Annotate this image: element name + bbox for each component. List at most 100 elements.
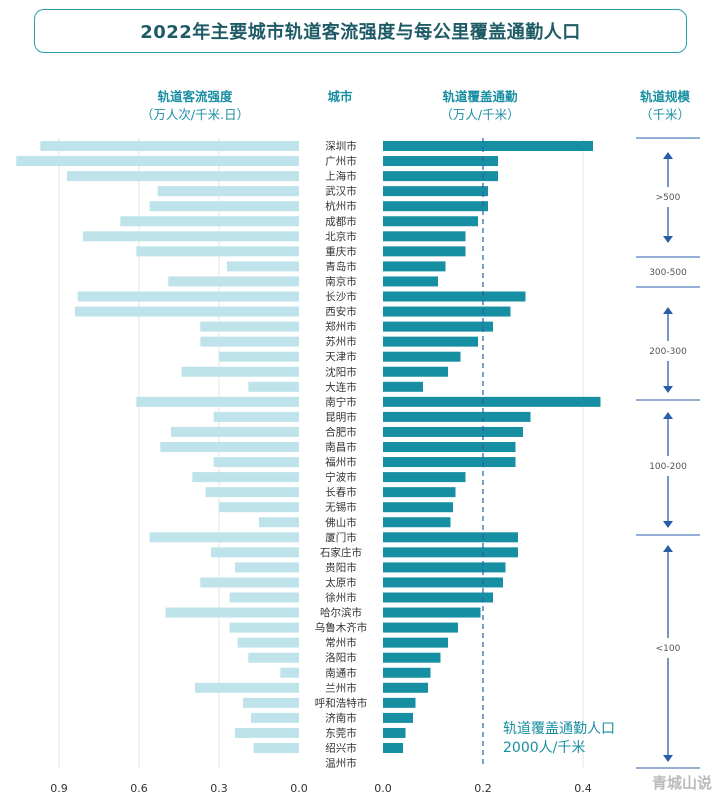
scale-header-title: 轨道规模 bbox=[639, 89, 690, 104]
chart-title: 2022年主要城市轨道客流强度与每公里覆盖通勤人口 bbox=[140, 22, 581, 43]
left-bar bbox=[192, 472, 299, 483]
left-tick-label: 0.0 bbox=[290, 782, 308, 795]
left-bar bbox=[205, 487, 299, 498]
left-axis-title: 轨道客流强度 bbox=[157, 89, 233, 104]
left-bar bbox=[149, 532, 299, 543]
right-tick-label: 0.2 bbox=[474, 782, 492, 795]
city-label: 上海市 bbox=[325, 170, 357, 183]
right-bar bbox=[383, 291, 526, 302]
left-bar bbox=[210, 547, 299, 558]
scale-group-label: 100-200 bbox=[649, 462, 687, 472]
right-bar bbox=[383, 727, 406, 738]
left-bar bbox=[170, 426, 299, 437]
left-bar bbox=[120, 216, 299, 227]
left-bar bbox=[160, 442, 299, 452]
right-bar bbox=[383, 562, 506, 573]
city-label: 呼和浩特市 bbox=[315, 696, 368, 709]
scale-arrow-down bbox=[663, 236, 673, 243]
left-bar bbox=[200, 321, 299, 332]
left-bar bbox=[77, 291, 299, 302]
city-label: 深圳市 bbox=[325, 140, 357, 153]
city-label: 哈尔滨市 bbox=[320, 606, 362, 619]
right-bar bbox=[383, 396, 601, 407]
right-bar bbox=[383, 426, 523, 437]
right-bar bbox=[383, 487, 456, 498]
right-bar bbox=[383, 156, 498, 167]
city-label: 昆明市 bbox=[325, 410, 357, 423]
left-tick-label: 0.3 bbox=[210, 782, 228, 795]
left-axis-unit: （万人次/千米.日） bbox=[140, 107, 250, 122]
left-bar bbox=[200, 336, 299, 347]
left-bar bbox=[234, 727, 299, 738]
left-bar bbox=[157, 186, 299, 197]
right-bar bbox=[383, 712, 413, 723]
city-label: 乌鲁木齐市 bbox=[315, 621, 368, 634]
city-label: 合肥市 bbox=[325, 425, 357, 438]
right-axis-unit: （万人/千米） bbox=[440, 107, 520, 122]
city-label: 无锡市 bbox=[325, 501, 357, 514]
right-bar bbox=[383, 667, 431, 678]
left-bar bbox=[40, 141, 300, 151]
city-label: 兰州市 bbox=[325, 681, 357, 694]
city-label: 绍兴市 bbox=[325, 742, 357, 755]
city-label: 南京市 bbox=[325, 275, 357, 288]
right-bar bbox=[383, 697, 416, 708]
city-label: 苏州市 bbox=[325, 335, 357, 348]
right-bar bbox=[383, 743, 403, 753]
left-bar bbox=[74, 306, 299, 317]
city-label: 广州市 bbox=[325, 155, 357, 168]
left-bar bbox=[229, 622, 299, 633]
scale-arrow-down bbox=[663, 521, 673, 528]
right-bar bbox=[383, 306, 511, 317]
right-tick-label: 0.4 bbox=[574, 782, 592, 795]
city-label: 温州市 bbox=[325, 757, 357, 770]
left-bar bbox=[213, 411, 299, 422]
scale-arrow-up bbox=[663, 412, 673, 419]
right-axis-title: 轨道覆盖通勤 bbox=[442, 89, 518, 104]
city-label: 南通市 bbox=[325, 666, 357, 679]
right-bar bbox=[383, 246, 466, 257]
city-label: 长春市 bbox=[325, 486, 357, 499]
scale-arrow-up bbox=[663, 545, 673, 552]
right-bar bbox=[383, 637, 448, 648]
scale-arrow-down bbox=[663, 386, 673, 393]
left-bar bbox=[253, 743, 299, 753]
right-bar bbox=[383, 231, 466, 242]
city-label: 大连市 bbox=[325, 380, 357, 393]
left-bar bbox=[181, 366, 299, 377]
city-label: 杭州市 bbox=[325, 200, 357, 213]
right-bar bbox=[383, 276, 438, 287]
city-label: 贵阳市 bbox=[325, 561, 357, 574]
city-header: 城市 bbox=[300, 88, 380, 106]
right-bar bbox=[383, 682, 428, 693]
left-bar bbox=[234, 562, 299, 573]
right-bar bbox=[383, 622, 458, 633]
city-label: 北京市 bbox=[325, 230, 357, 243]
city-label: 西安市 bbox=[325, 305, 357, 318]
city-header-label: 城市 bbox=[327, 89, 353, 104]
left-bar bbox=[258, 517, 299, 528]
city-label: 南宁市 bbox=[325, 395, 357, 408]
left-bar bbox=[218, 502, 299, 513]
scale-arrow-up bbox=[663, 307, 673, 314]
scale-group-label: 300-500 bbox=[649, 268, 687, 278]
city-label: 重庆市 bbox=[325, 245, 357, 258]
city-label: 太原市 bbox=[325, 576, 357, 589]
right-bar bbox=[383, 366, 448, 377]
city-label: 成都市 bbox=[325, 215, 357, 228]
scale-arrow-up bbox=[663, 152, 673, 159]
right-bar bbox=[383, 592, 493, 603]
right-bar bbox=[383, 411, 531, 422]
left-bar bbox=[16, 156, 299, 167]
reference-note: 轨道覆盖通勤人口 2000人/千米 bbox=[503, 720, 615, 758]
city-label: 宁波市 bbox=[325, 471, 357, 484]
city-label: 东莞市 bbox=[325, 726, 357, 739]
right-bar bbox=[383, 186, 488, 197]
city-label: 佛山市 bbox=[325, 516, 357, 529]
city-label: 洛阳市 bbox=[325, 651, 357, 664]
right-bar bbox=[383, 532, 518, 543]
city-label: 石家庄市 bbox=[320, 546, 362, 559]
left-bar bbox=[250, 712, 299, 723]
right-bar bbox=[383, 442, 516, 452]
